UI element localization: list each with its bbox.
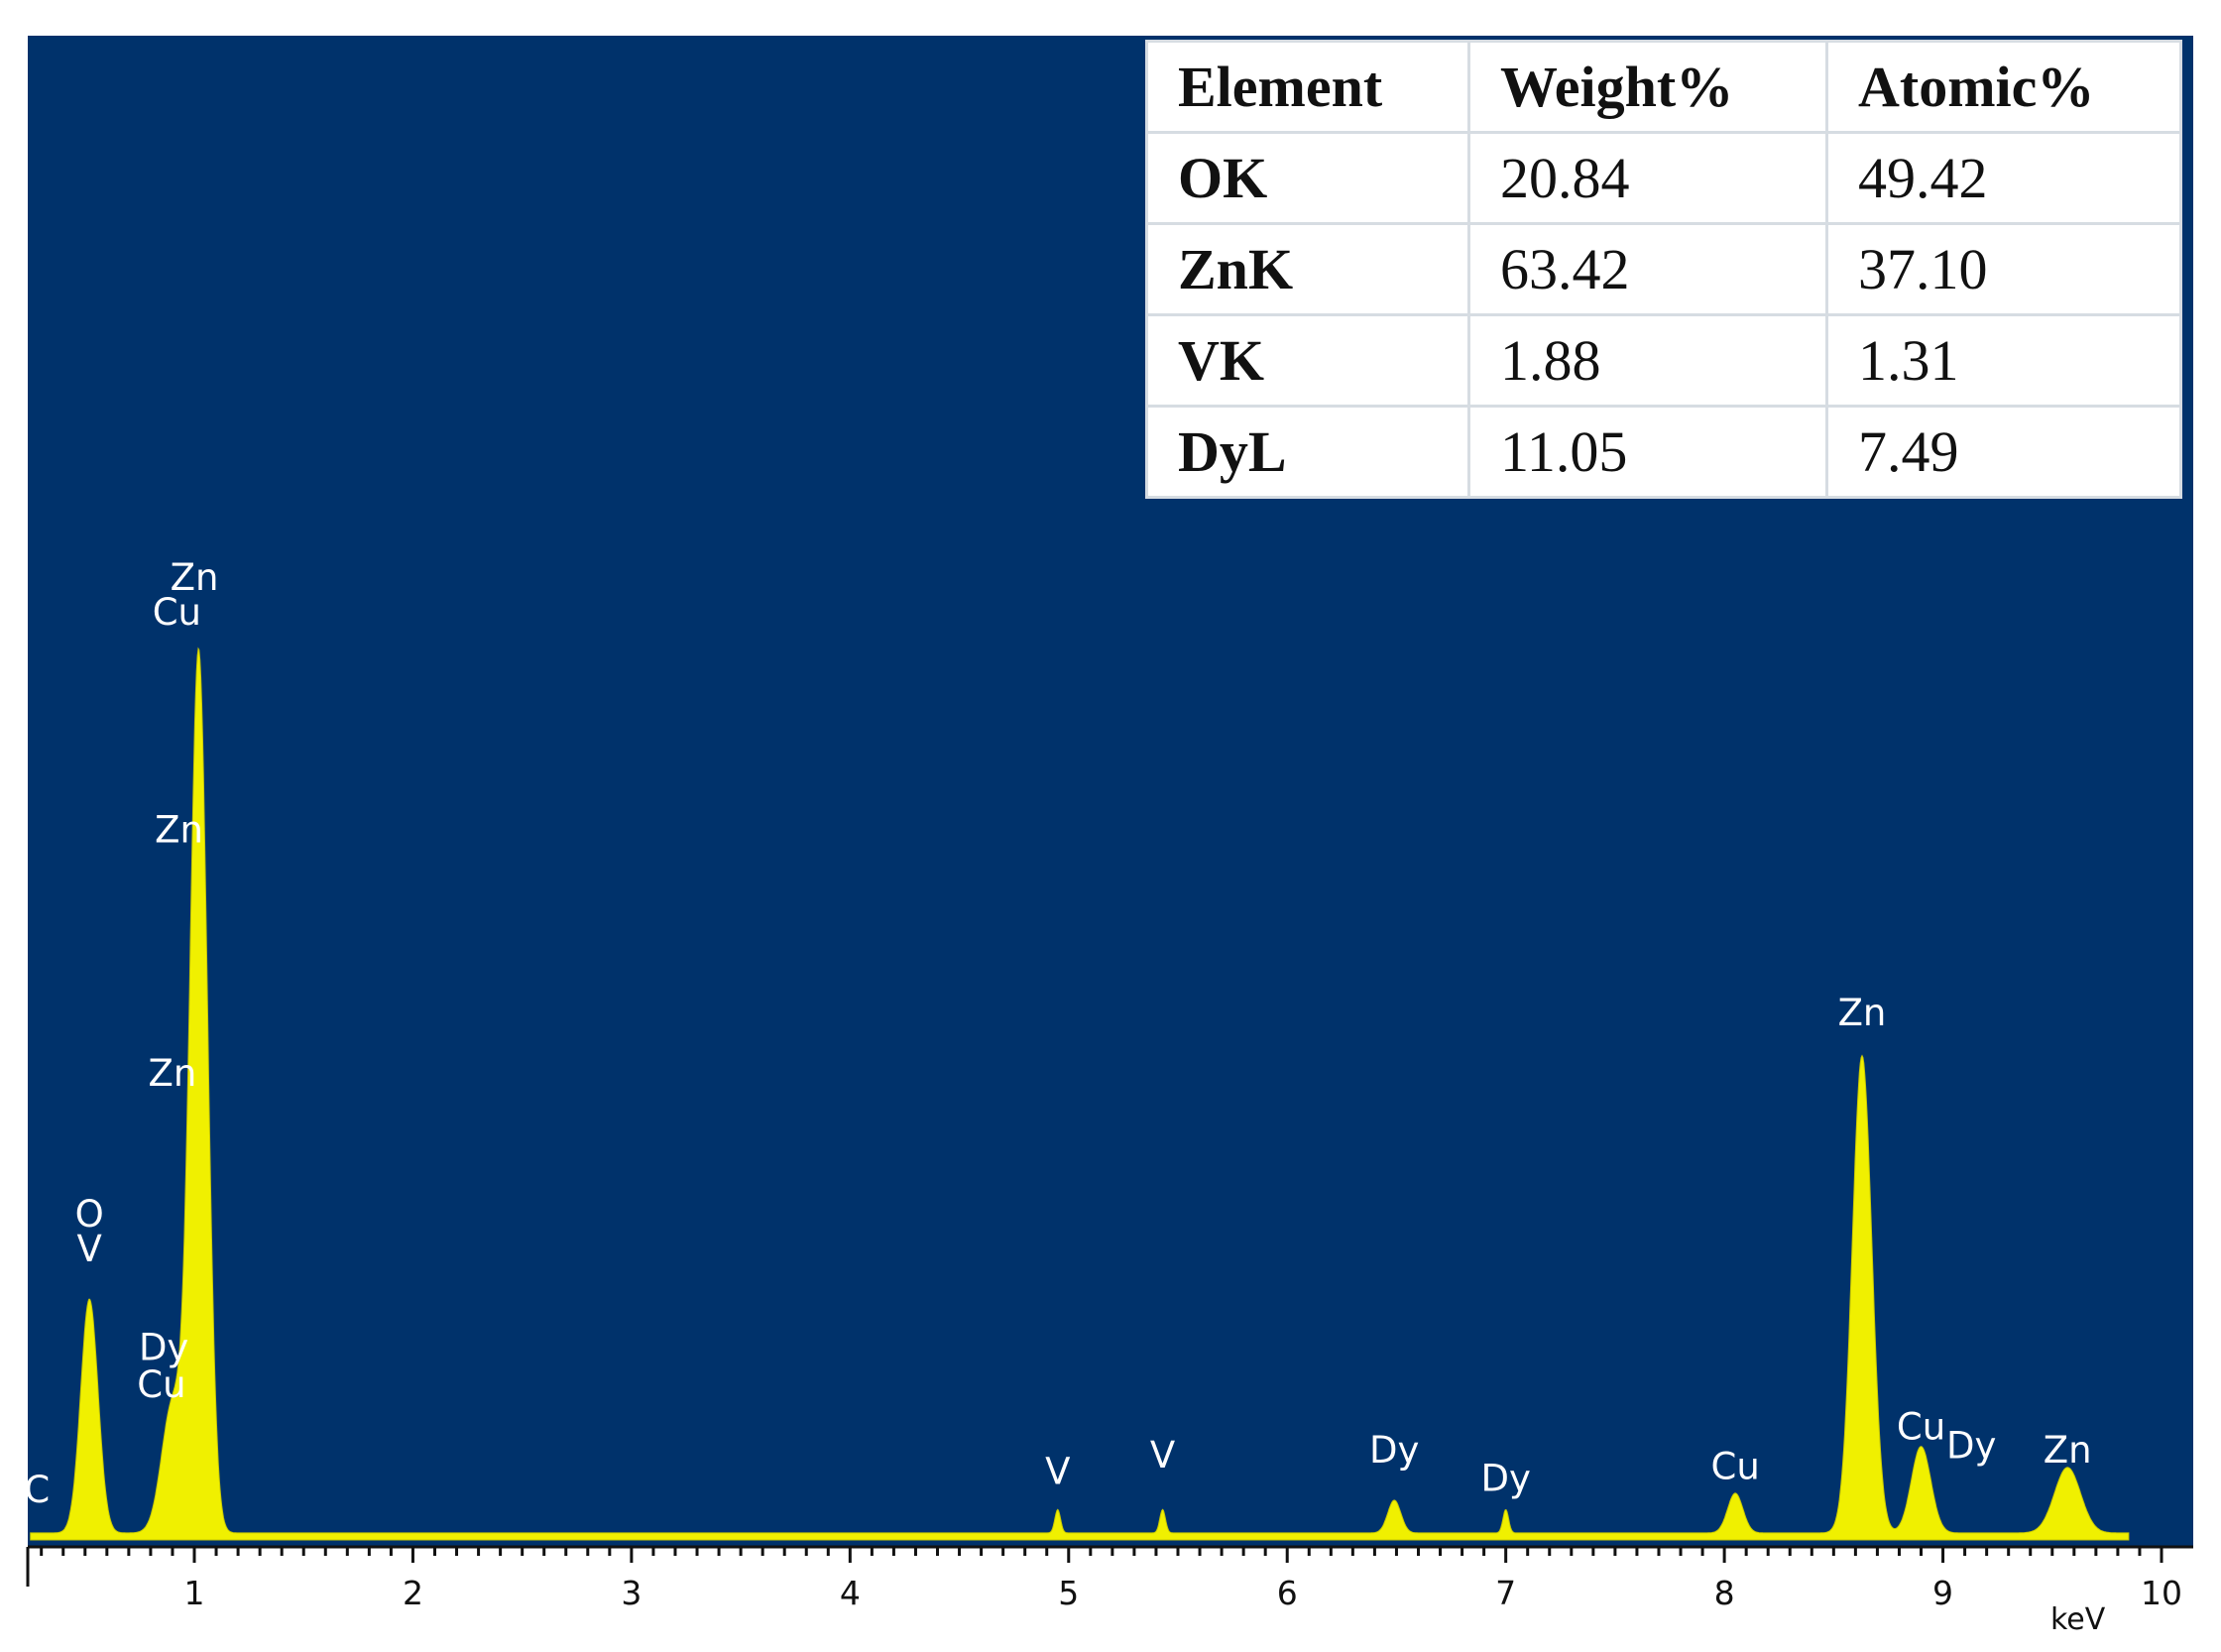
- element-cell: ZnK: [1145, 222, 1470, 316]
- peak-label: C: [24, 1469, 50, 1511]
- peak-label: Zn: [171, 556, 219, 599]
- peak-label: Dy: [1480, 1457, 1530, 1499]
- atomic-percent-cell: 7.49: [1825, 405, 2182, 499]
- peak-label: Cu: [1897, 1406, 1945, 1449]
- peak-label: Dy: [1369, 1429, 1419, 1472]
- peak-label: Zn: [149, 1052, 197, 1095]
- element-cell: OK: [1145, 131, 1470, 225]
- table-row: OK 20.84 49.42: [1145, 131, 2182, 225]
- weight-percent-cell: 1.88: [1467, 313, 1828, 408]
- peak-label: Cu: [137, 1363, 185, 1406]
- column-header-weight: Weight%: [1467, 40, 1828, 134]
- peak-label: V: [1150, 1434, 1175, 1476]
- atomic-percent-cell: 49.42: [1825, 131, 2182, 225]
- atomic-percent-cell: 37.10: [1825, 222, 2182, 316]
- peak-label: O: [75, 1193, 104, 1236]
- x-tick-label: 3: [621, 1574, 642, 1612]
- peak-label: Dy: [139, 1326, 188, 1368]
- element-cell: DyL: [1145, 405, 1470, 499]
- peak-label: Cu: [1710, 1446, 1759, 1488]
- peak-label: V: [77, 1228, 102, 1270]
- peak-label: Dy: [1946, 1424, 1996, 1467]
- table-header-row: Element Weight% Atomic%: [1145, 40, 2182, 134]
- column-header-element: Element: [1145, 40, 1470, 134]
- weight-percent-cell: 20.84: [1467, 131, 1828, 225]
- peak-label: Zn: [1838, 992, 1887, 1034]
- x-tick-label: 7: [1495, 1574, 1516, 1612]
- x-tick-label: 4: [840, 1574, 861, 1612]
- column-header-atomic: Atomic%: [1825, 40, 2182, 134]
- element-composition-table: Element Weight% Atomic% OK 20.84 49.42 Z…: [1145, 40, 2182, 499]
- peak-label: V: [1045, 1450, 1070, 1492]
- x-tick-label: 8: [1714, 1574, 1735, 1612]
- x-tick-label: 2: [403, 1574, 423, 1612]
- table-row: ZnK 63.42 37.10: [1145, 222, 2182, 316]
- x-tick-label: 6: [1277, 1574, 1298, 1612]
- atomic-percent-cell: 1.31: [1825, 313, 2182, 408]
- x-tick-label: 10: [2141, 1574, 2182, 1612]
- x-tick-label: 1: [184, 1574, 205, 1612]
- spectrum-area: [30, 647, 2130, 1541]
- element-cell: VK: [1145, 313, 1470, 408]
- weight-percent-cell: 11.05: [1467, 405, 1828, 499]
- x-tick-label: 5: [1058, 1574, 1079, 1612]
- table-row: DyL 11.05 7.49: [1145, 405, 2182, 499]
- table-row: VK 1.88 1.31: [1145, 313, 2182, 408]
- weight-percent-cell: 63.42: [1467, 222, 1828, 316]
- x-axis-unit-label: keV: [2050, 1602, 2106, 1637]
- x-tick-label: 9: [1932, 1574, 1953, 1612]
- peak-label: Zn: [155, 809, 203, 852]
- peak-label: Zn: [2044, 1429, 2092, 1472]
- peak-label: Cu: [153, 591, 201, 634]
